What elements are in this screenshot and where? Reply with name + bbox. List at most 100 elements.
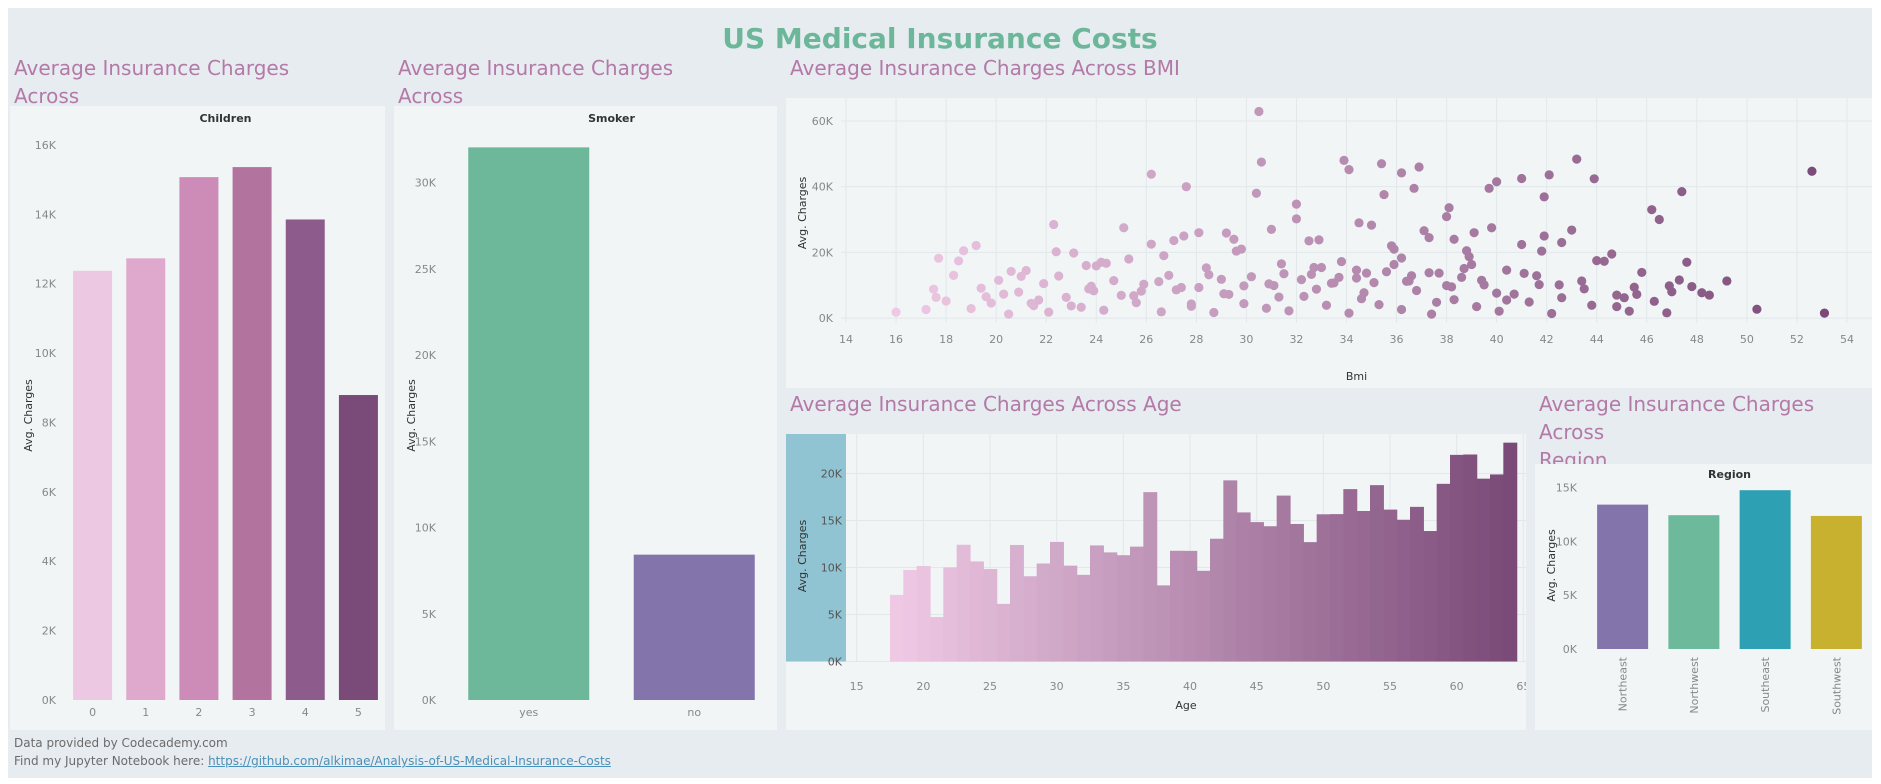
children-chart-panel: Children 0K 2K 4K 6K 8K 10K 12K 14K 16K Avg. Charg… (10, 106, 385, 730)
age-bar (1157, 585, 1171, 661)
children-ytick-label: 4K (42, 555, 57, 568)
bmi-point (959, 246, 968, 255)
bmi-point (1357, 294, 1366, 303)
children-ytick-label: 14K (35, 208, 57, 221)
smoker-bar-yes (468, 147, 589, 700)
bmi-point (1154, 277, 1163, 286)
bmi-point (1752, 305, 1761, 314)
age-x-tick-label: 20 (916, 680, 930, 693)
bmi-x-tick-label: 46 (1640, 333, 1654, 346)
bmi-point (1264, 279, 1273, 288)
bmi-point (1722, 276, 1731, 285)
bmi-point (1204, 270, 1213, 279)
bmi-point (1177, 283, 1186, 292)
bmi-point (1807, 167, 1816, 176)
children-bar-3 (233, 167, 272, 700)
children-ytick-label: 6K (42, 486, 57, 499)
bmi-point (1397, 305, 1406, 314)
bmi-point (1517, 174, 1526, 183)
region-bar-southwest (1811, 516, 1862, 649)
region-ytick-label: 5K (1563, 589, 1578, 602)
github-notebook-link[interactable]: https://github.com/alkimae/Analysis-of-U… (208, 754, 611, 768)
footer-notebook: Find my Jupyter Notebook here: https://g… (14, 754, 611, 768)
bmi-point (1267, 225, 1276, 234)
bmi-point (967, 304, 976, 313)
bmi-point (1222, 228, 1231, 237)
age-bar (1263, 526, 1277, 661)
bmi-point (1182, 182, 1191, 191)
age-x-tick-label: 40 (1183, 680, 1197, 693)
bmi-point (1119, 223, 1128, 232)
bmi-point (1049, 220, 1058, 229)
bmi-point (934, 254, 943, 263)
bmi-point (1457, 273, 1466, 282)
age-bar (1450, 455, 1464, 662)
bmi-point (1547, 309, 1556, 318)
age-bar (1197, 571, 1211, 662)
bmi-point (1424, 233, 1433, 242)
bmi-point (1027, 299, 1036, 308)
age-bar (1210, 539, 1224, 662)
bmi-point (1304, 236, 1313, 245)
bmi-point (1129, 291, 1138, 300)
region-chart-title: Average Insurance Charges Across Region (1539, 390, 1869, 474)
bmi-x-tick-label: 42 (1540, 333, 1554, 346)
bmi-point (1039, 279, 1048, 288)
bmi-point (1577, 276, 1586, 285)
bmi-point (1339, 156, 1348, 165)
age-bar (903, 570, 917, 662)
age-bar (1023, 576, 1037, 661)
bmi-point (1004, 310, 1013, 319)
bmi-point (1337, 257, 1346, 266)
region-ytick-label: 10K (1556, 535, 1578, 548)
region-ytick-label: 15K (1556, 481, 1578, 494)
bmi-point (1387, 241, 1396, 250)
bmi-chart-title: Average Insurance Charges Across BMI (790, 54, 1490, 82)
region-x-tick-label: Southwest (1830, 656, 1843, 714)
bmi-point (942, 296, 951, 305)
dashboard: US Medical Insurance Costs Average Insur… (8, 8, 1872, 778)
bmi-scatter-chart: 14 16 18 20 22 24 26 28 30 32 34 36 38 40 42 44 46 48 50 52… (786, 98, 1872, 388)
bmi-point (1535, 280, 1544, 289)
bmi-point (1274, 292, 1283, 301)
age-x-tick-label: 65 (1516, 680, 1526, 693)
smoker-x-tick-label: no (687, 706, 701, 719)
age-bar (1437, 484, 1451, 662)
smoker-x-tick-label: yes (519, 706, 538, 719)
bmi-point (1412, 286, 1421, 295)
age-bar (957, 545, 971, 662)
bmi-y-tick-label: 20K (812, 246, 834, 259)
bmi-point (1682, 258, 1691, 267)
bmi-point (1485, 184, 1494, 193)
bmi-point (1382, 267, 1391, 276)
bmi-point (1284, 306, 1293, 315)
bmi-point (1239, 281, 1248, 290)
age-bar (1037, 563, 1051, 661)
bmi-point (1580, 284, 1589, 293)
bmi-x-axis-label: Bmi (1346, 370, 1367, 383)
region-bar-chart: Region 0K 5K 10K 15K Avg. Charges Northeast Nor… (1535, 464, 1872, 730)
bmi-point (1044, 308, 1053, 317)
bmi-x-tick-label: 16 (889, 333, 903, 346)
bmi-point (1637, 268, 1646, 277)
region-bar-southeast (1740, 490, 1791, 649)
bmi-point (1397, 253, 1406, 262)
smoker-ytick-label: 15K (415, 435, 437, 448)
bmi-point (891, 308, 900, 317)
bmi-point (1247, 272, 1256, 281)
smoker-ytick-label: 30K (415, 177, 437, 190)
region-header: Region (1708, 468, 1751, 481)
bmi-point (1194, 228, 1203, 237)
bmi-point (1620, 293, 1629, 302)
age-bar (1317, 514, 1331, 661)
bmi-point (1697, 288, 1706, 297)
children-bar-1 (126, 258, 165, 700)
bmi-point (1147, 240, 1156, 249)
bmi-point (1312, 285, 1321, 294)
bmi-point (982, 292, 991, 301)
bmi-point (1352, 266, 1361, 275)
age-bar (1370, 485, 1384, 661)
bmi-point (1069, 248, 1078, 257)
bmi-x-tick-label: 48 (1690, 333, 1704, 346)
bmi-point (1572, 154, 1581, 163)
